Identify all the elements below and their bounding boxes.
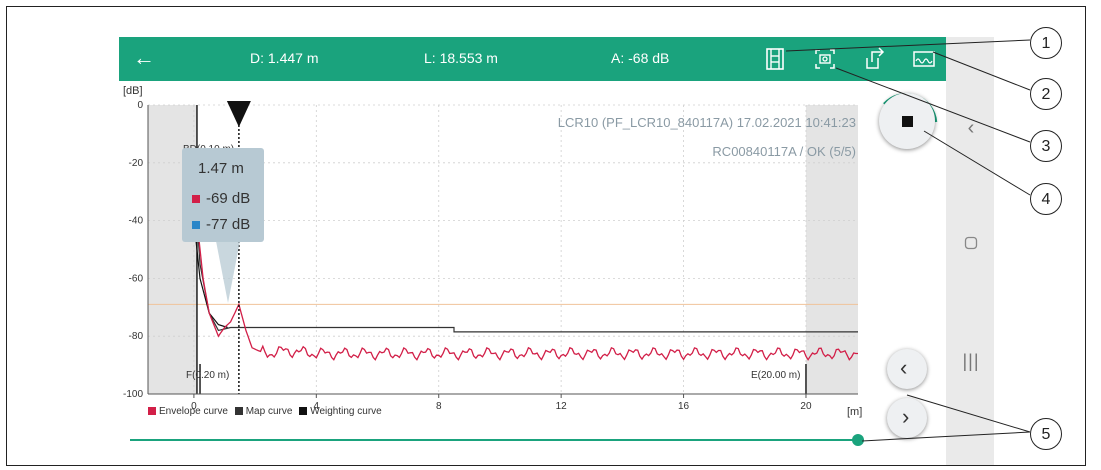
callout-1: 1	[1030, 27, 1062, 59]
legend-envelope-swatch	[148, 407, 156, 415]
tooltip-envelope-row: -69 dB	[192, 190, 250, 207]
slider-knob[interactable]	[852, 434, 864, 446]
tooltip-pointer	[216, 241, 240, 303]
cursor-tooltip: 1.47 m -69 dB -77 dB	[182, 148, 264, 242]
y-tick-label-2: -40	[129, 216, 144, 227]
cursor-handle-icon	[226, 101, 251, 127]
envelope-view-icon[interactable]	[911, 46, 937, 72]
f-marker-label: F(0.20 m)	[186, 370, 229, 381]
arrow-left-icon[interactable]: ←	[133, 45, 155, 70]
map-swatch	[192, 221, 200, 229]
y-tick-label-4: -80	[129, 331, 144, 342]
echo-curve-chart[interactable]: 0 4 8 12 16 20 0 -20 -40 -60 -80 -100 [dB] [m] LCR1…	[119, 81, 946, 461]
envelope-curve	[193, 180, 858, 361]
legend-map-swatch	[234, 407, 243, 415]
tooltip-distance: 1.47 m	[198, 160, 244, 177]
tooltip-map-row: -77 dB	[192, 216, 250, 233]
legend-map-label: Map curve	[245, 406, 293, 417]
system-navigation-bar: ‹ |||	[946, 37, 994, 465]
y-tick-label-1: -20	[129, 158, 144, 169]
film-icon[interactable]	[762, 46, 788, 72]
x-tick-label-2: 8	[436, 401, 442, 412]
export-icon[interactable]	[863, 46, 889, 72]
figure-frame	[6, 6, 1086, 466]
x-tick-label-0: 0	[191, 401, 197, 412]
legend-weighting-label: Weighting curve	[310, 406, 382, 417]
nav-back-icon[interactable]: ‹	[967, 117, 975, 139]
legend-envelope-label: Envelope curve	[159, 406, 228, 417]
x-tick-label-5: 20	[800, 401, 812, 412]
device-info-text: LCR10 (PF_LCR10_840117A) 17.02.2021 10:4…	[558, 115, 856, 130]
y-axis-label: [dB]	[123, 85, 143, 97]
chevron-right-icon: ›	[902, 404, 910, 429]
distance-readout: D: 1.447 m	[250, 50, 319, 66]
amplitude-readout: A: -68 dB	[611, 50, 670, 66]
status-text: RC00840117A / OK (5/5)	[712, 144, 856, 159]
previous-button[interactable]: ‹	[887, 349, 927, 389]
legend-weighting-swatch	[299, 407, 308, 415]
chart-legend: Envelope curve Map curve Weighting curve	[148, 406, 382, 417]
next-button[interactable]: ›	[887, 398, 927, 438]
masked-region-1	[805, 105, 858, 394]
nav-home-icon[interactable]	[960, 233, 982, 256]
e-marker-label: E(20.00 m)	[751, 370, 800, 381]
chevron-left-icon: ‹	[900, 355, 908, 380]
callout-4: 4	[1030, 183, 1062, 215]
app-bar: ← D: 1.447 m L: 18.553 m A: -68 dB	[119, 37, 949, 81]
timeline-slider[interactable]	[130, 434, 864, 446]
x-tick-label-4: 16	[678, 401, 690, 412]
callout-2: 2	[1030, 78, 1062, 110]
x-axis-label: [m]	[847, 406, 862, 418]
nav-recents-icon[interactable]: |||	[962, 351, 980, 371]
y-tick-label-3: -60	[129, 273, 144, 284]
envelope-swatch	[192, 195, 200, 203]
length-readout: L: 18.553 m	[424, 50, 498, 66]
tooltip-map-value: -77 dB	[206, 216, 251, 233]
y-tick-label-5: -100	[123, 389, 143, 400]
callout-5: 5	[1030, 418, 1062, 450]
x-tick-label-3: 12	[556, 401, 568, 412]
tooltip-envelope-value: -69 dB	[206, 190, 251, 207]
y-tick-label-0: 0	[137, 100, 143, 111]
stop-icon	[902, 116, 913, 127]
callout-3: 3	[1030, 130, 1062, 162]
x-tick-label-1: 4	[314, 401, 320, 412]
